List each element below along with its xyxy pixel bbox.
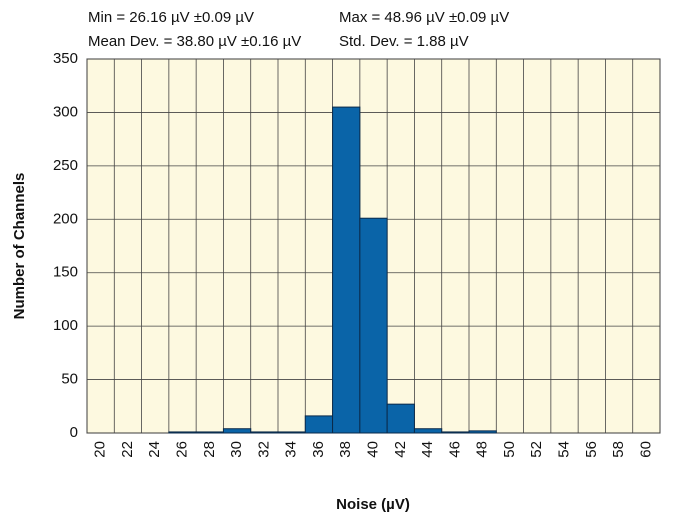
bar [222,428,252,434]
annotation: Min = 26.16 µV ±0.09 µV [88,9,254,26]
x-tick-label: 40 [364,441,381,458]
annotation: Mean Dev. = 38.80 µV ±0.16 µV [88,33,301,50]
x-tick-label: 30 [228,441,245,458]
x-tick-label: 54 [555,441,572,458]
y-tick-label: 100 [53,317,78,334]
bar [195,431,224,434]
y-tick-label: 300 [53,103,78,120]
y-axis-label: Number of Channels [11,173,28,320]
x-tick-label: 38 [337,441,354,458]
bar [250,431,279,434]
x-tick-label: 26 [173,441,190,458]
x-tick-label: 42 [392,441,409,458]
x-tick-label: 34 [283,441,300,458]
x-tick-label: 50 [501,441,518,458]
y-tick-label: 150 [53,264,78,281]
bar [304,415,334,434]
bar [386,403,415,434]
bar [413,428,443,434]
bar [168,431,197,434]
x-tick-label: 32 [255,441,272,458]
x-axis-label: Noise (µV) [336,496,410,513]
x-tick-label: 46 [446,441,463,458]
x-tick-label: 24 [146,441,163,458]
x-tick-label: 52 [528,441,545,458]
annotation: Max = 48.96 µV ±0.09 µV [339,9,509,26]
y-tick-label: 50 [61,371,78,388]
y-tick-label: 350 [53,50,78,67]
bar [332,106,361,434]
bar [441,431,470,434]
x-tick-label: 48 [474,441,491,458]
x-tick-label: 60 [637,441,654,458]
annotation: Std. Dev. = 1.88 µV [339,33,469,50]
bar [359,217,388,434]
x-tick-label: 56 [583,441,600,458]
x-tick-label: 20 [92,441,109,458]
x-tick-label: 36 [310,441,327,458]
y-tick-label: 200 [53,210,78,227]
x-tick-label: 22 [119,441,136,458]
bar [468,430,497,434]
x-tick-label: 28 [201,441,218,458]
y-tick-label: 250 [53,157,78,174]
x-tick-label: 44 [419,441,436,458]
bar [277,431,306,434]
y-tick-label: 0 [70,424,78,441]
x-tick-label: 58 [610,441,627,458]
